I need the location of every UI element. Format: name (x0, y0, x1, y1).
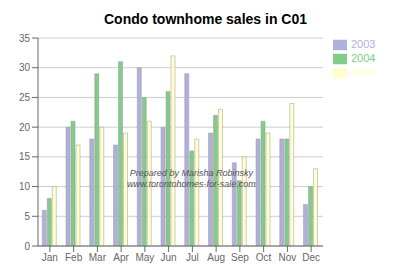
svg-text:0: 0 (24, 241, 30, 252)
svg-text:Nov: Nov (278, 252, 296, 263)
svg-text:Jan: Jan (42, 252, 58, 263)
html-text:Prepared by Marisha Robinsky: Prepared by Marisha Robinsky (129, 168, 253, 179)
svg-text:15: 15 (19, 151, 31, 162)
svg-text:10: 10 (19, 181, 31, 192)
svg-text:25: 25 (19, 92, 31, 103)
svg-text:Jul: Jul (186, 252, 199, 263)
html-text:2005: 2005 (351, 66, 376, 79)
html-text:2003: 2003 (351, 38, 376, 50)
html-text:www.torontohomes-for-sale.com: www.torontohomes-for-sale.com (126, 179, 256, 190)
svg-text:Aug: Aug (207, 252, 225, 263)
svg-text:20: 20 (19, 122, 31, 133)
svg-text:Dec: Dec (302, 252, 320, 263)
svg-text:30: 30 (19, 62, 31, 73)
svg-text:5: 5 (24, 211, 30, 222)
svg-text:Jun: Jun (161, 252, 177, 263)
svg-text:35: 35 (19, 33, 31, 44)
svg-text:Apr: Apr (113, 252, 129, 263)
svg-text:Oct: Oct (256, 252, 272, 263)
svg-text:May: May (135, 252, 154, 263)
html-text:Condo townhome sales in C01: Condo townhome sales in C01 (104, 11, 307, 27)
svg-text:Mar: Mar (89, 252, 107, 263)
html-text:2004: 2004 (351, 52, 376, 65)
svg-text:Sep: Sep (231, 252, 249, 263)
svg-text:Feb: Feb (65, 252, 83, 263)
